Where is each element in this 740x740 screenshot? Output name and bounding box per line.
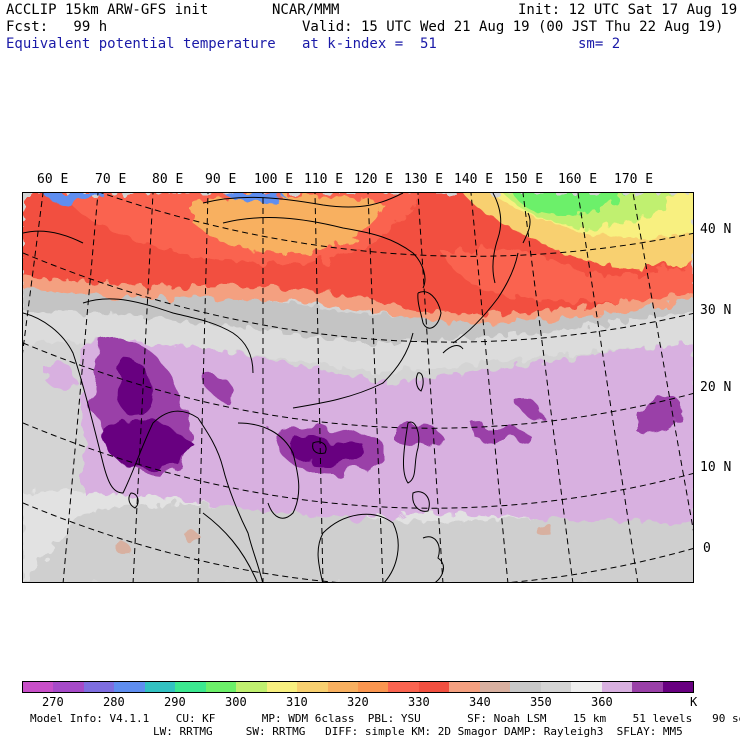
lon-label: 130 E [404, 172, 444, 187]
lat-label: 10 N [700, 460, 732, 475]
colorbar-label: 290 [164, 695, 186, 709]
organization: NCAR/MMM [272, 2, 340, 18]
colorbar-swatch [388, 682, 419, 692]
colorbar-swatch [327, 682, 358, 692]
colorbar-swatch [175, 682, 206, 692]
lon-label: 80 E [152, 172, 184, 187]
colorbar-label: 340 [469, 695, 491, 709]
colorbar-swatch [297, 682, 328, 692]
lon-label: 70 E [95, 172, 127, 187]
colorbar-swatch [205, 682, 237, 692]
colorbar-label: 350 [530, 695, 552, 709]
lon-label: 60 E [37, 172, 69, 187]
smoothing: sm= 2 [578, 36, 621, 52]
map-canvas [23, 193, 693, 582]
colorbar-swatch [662, 682, 693, 692]
init-time: Init: 12 UTC Sat 17 Aug 19 [518, 2, 738, 18]
theta-e-field [23, 193, 693, 582]
field-name: Equivalent potential temperature [6, 36, 276, 52]
lat-label: 40 N [700, 222, 732, 237]
colorbar-label: 300 [225, 695, 247, 709]
colorbar-swatch [571, 682, 602, 692]
model-info-line1: Model Info: V4.1.1 CU: KF MP: WDM 6class… [30, 712, 740, 725]
colorbar-swatch [357, 682, 389, 692]
colorbar-label: 320 [347, 695, 369, 709]
map-panel [22, 192, 694, 583]
model-title: ACCLIP 15km ARW-GFS init [6, 2, 209, 18]
colorbar-swatch [601, 682, 633, 692]
colorbar-label: 360 [591, 695, 613, 709]
lon-label: 170 E [614, 172, 654, 187]
lat-label: 0 [703, 541, 711, 556]
colorbar-swatch [83, 682, 115, 692]
colorbar-swatch [449, 682, 480, 692]
colorbar-swatch [53, 682, 84, 692]
colorbar-swatch [632, 682, 663, 692]
colorbar-label: 330 [408, 695, 430, 709]
lon-label: 140 E [454, 172, 494, 187]
colorbar-swatch [144, 682, 176, 692]
colorbar [22, 681, 694, 693]
lat-label: 30 N [700, 303, 732, 318]
colorbar-unit: K [690, 695, 698, 709]
colorbar-swatch [23, 682, 54, 692]
model-info-line2: LW: RRTMG SW: RRTMG DIFF: simple KM: 2D … [153, 725, 683, 738]
lon-label: 160 E [558, 172, 598, 187]
colorbar-label: 310 [286, 695, 308, 709]
colorbar-swatch [236, 682, 267, 692]
k-index: at k-index = 51 [302, 36, 437, 52]
colorbar-swatch [479, 682, 511, 692]
lon-label: 120 E [354, 172, 394, 187]
colorbar-label: 270 [42, 695, 64, 709]
colorbar-swatch [266, 682, 298, 692]
coastlines [23, 193, 531, 582]
lon-label: 100 E [254, 172, 294, 187]
colorbar-label: 280 [103, 695, 125, 709]
lat-label: 20 N [700, 380, 732, 395]
colorbar-swatch [510, 682, 541, 692]
graticule [23, 193, 693, 582]
lon-label: 90 E [205, 172, 237, 187]
colorbar-swatch [114, 682, 145, 692]
valid-time: Valid: 15 UTC Wed 21 Aug 19 (00 JST Thu … [302, 19, 724, 35]
colorbar-swatch [418, 682, 450, 692]
theta-e-maxima [43, 193, 685, 556]
lon-label: 110 E [304, 172, 344, 187]
lon-label: 150 E [504, 172, 544, 187]
colorbar-swatch [540, 682, 572, 692]
forecast-hour: Fcst: 99 h [6, 19, 108, 35]
